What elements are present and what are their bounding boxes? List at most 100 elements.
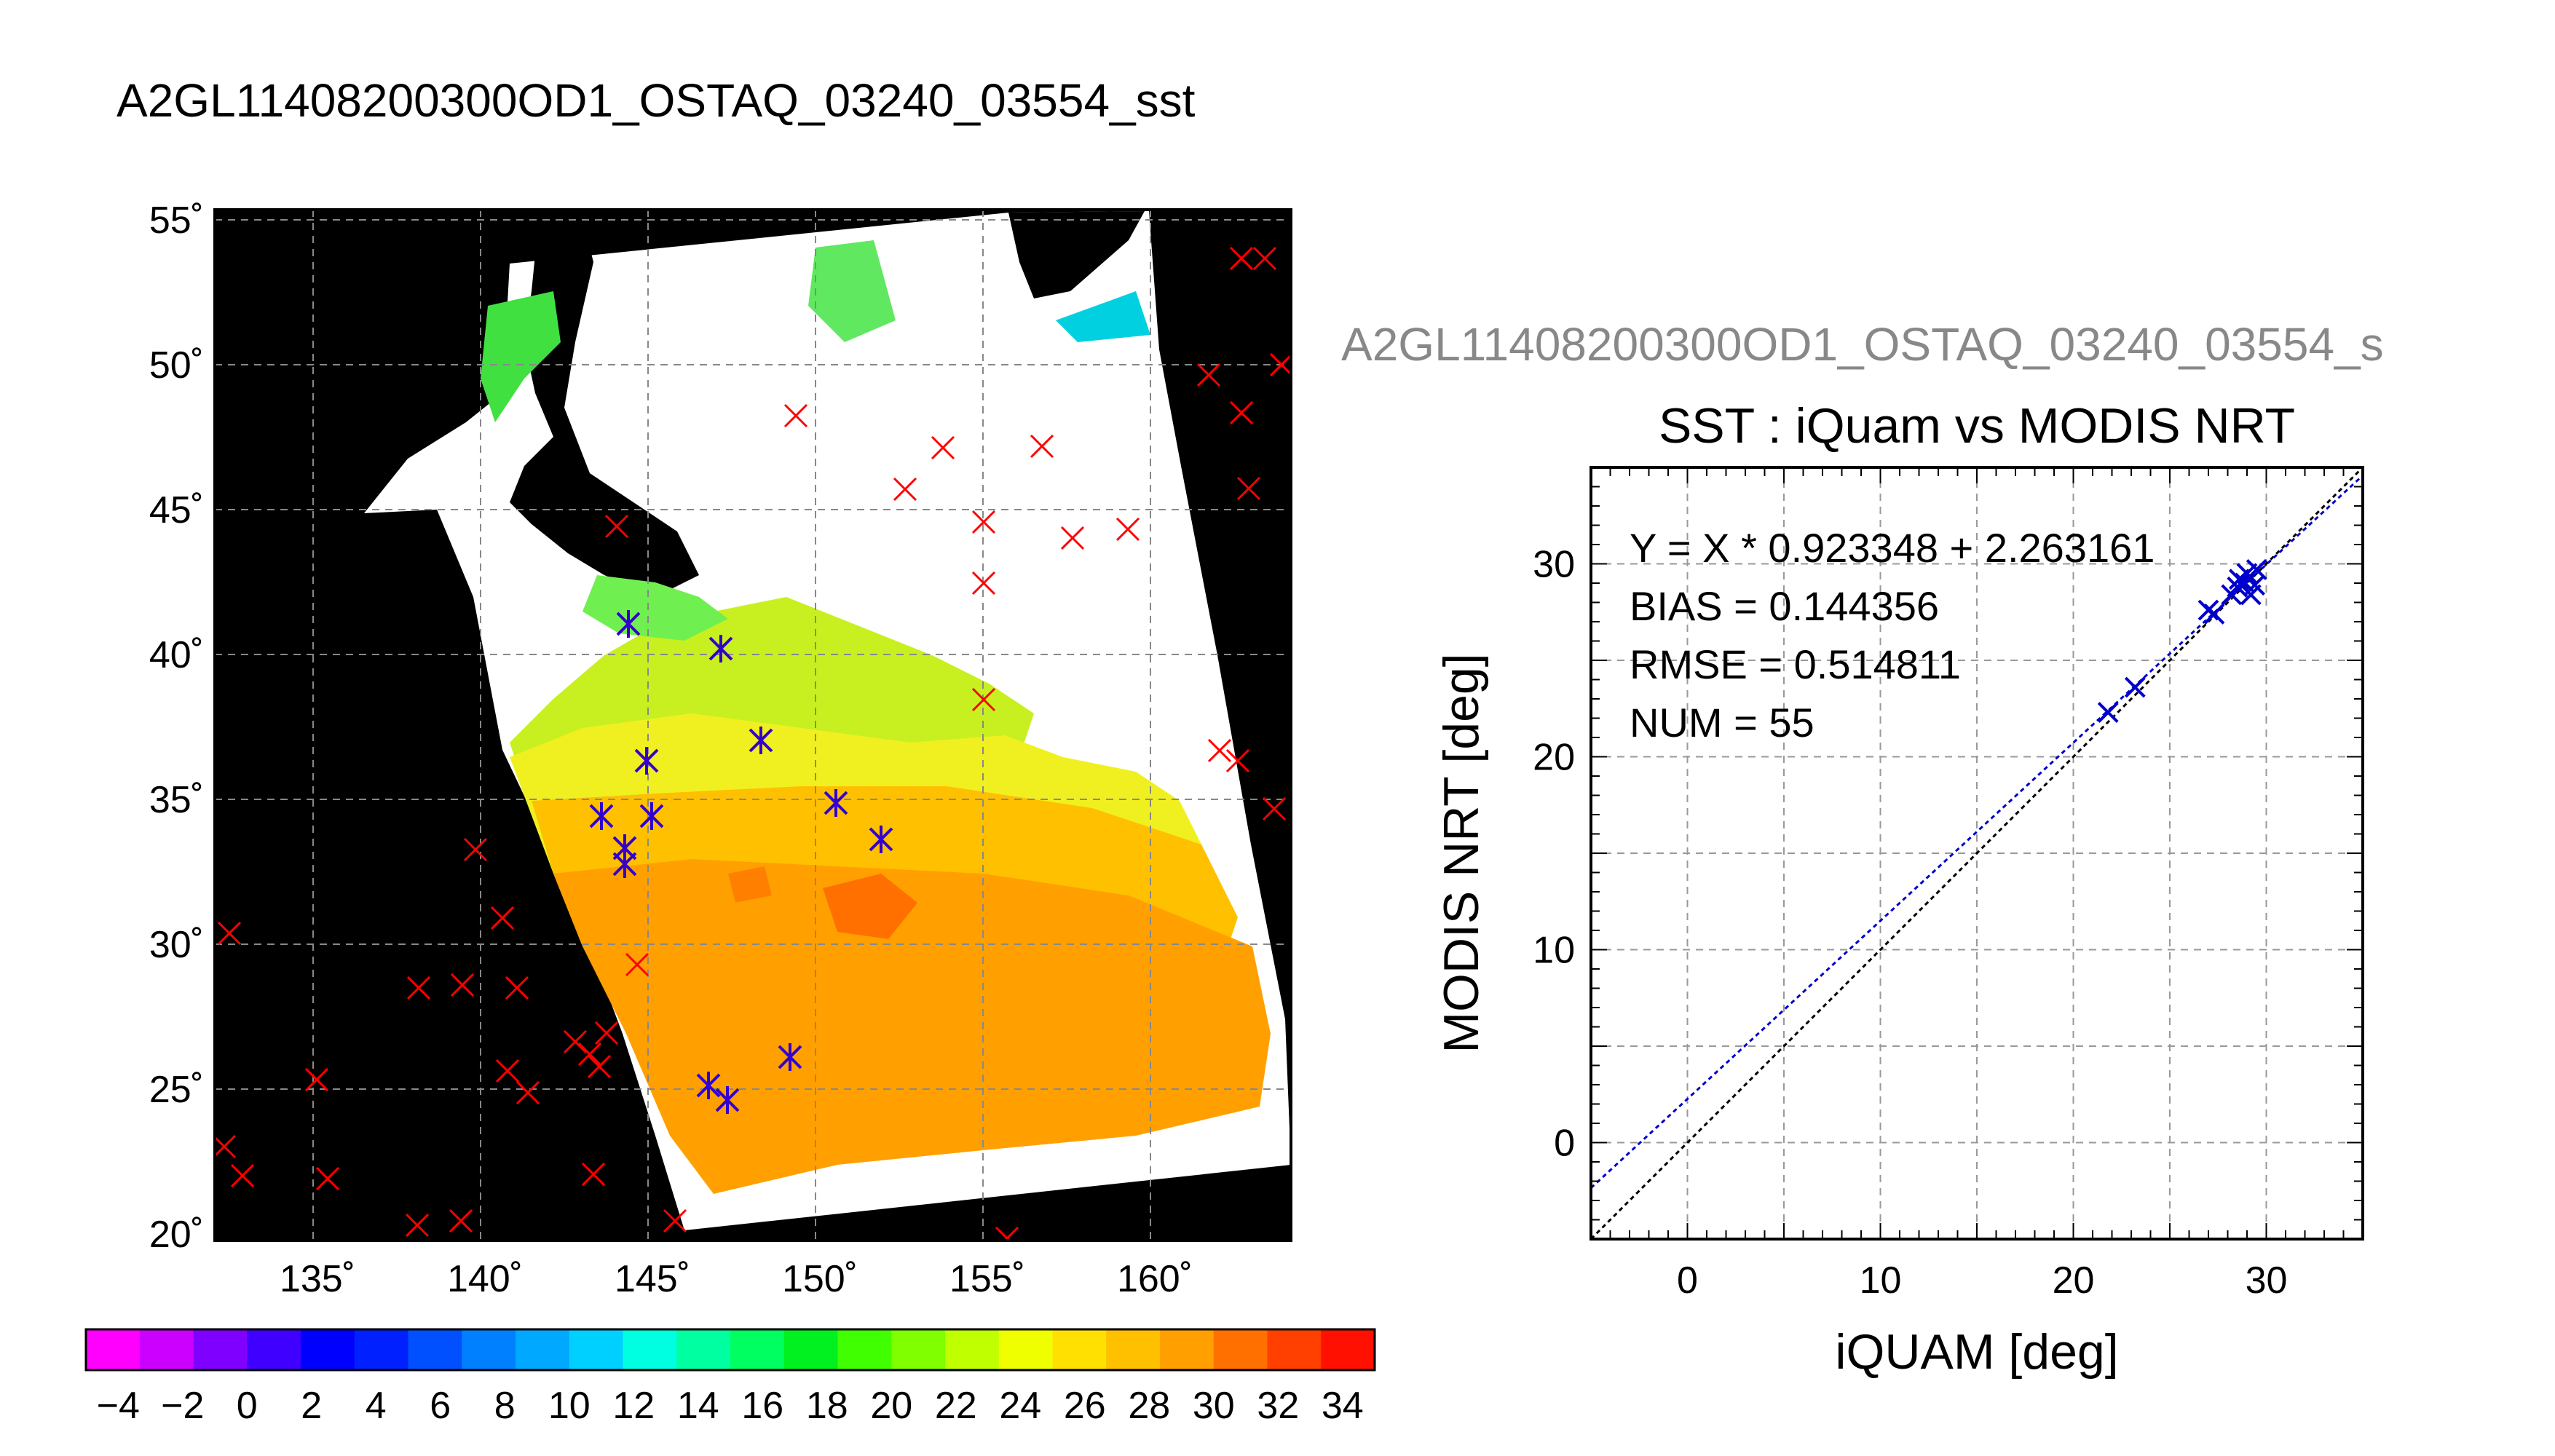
sst-red-orange (823, 874, 917, 939)
bias-value: BIAS = 0.144356 (1630, 583, 1939, 629)
lon-tick-label: 140˚ (447, 1258, 523, 1300)
rmse-value: RMSE = 0.514811 (1630, 641, 1961, 687)
fit-line (1591, 475, 2363, 1189)
colorbar-tick-label: 0 (237, 1385, 258, 1427)
sst-orange (553, 859, 1271, 1194)
scatter-points (2097, 559, 2267, 723)
colorbar-segment (676, 1329, 731, 1370)
colorbar-segment (783, 1329, 838, 1370)
lat-tick-label: 30˚ (149, 924, 204, 966)
colorbar-tick-label: 14 (677, 1385, 719, 1427)
colorbar-segment (139, 1329, 194, 1370)
lat-tick-label: 20˚ (149, 1214, 204, 1256)
sst-green-patch-2 (808, 240, 896, 342)
colorbar-segment (1213, 1329, 1268, 1370)
colorbar-frame (84, 1328, 1376, 1372)
colorbar-tick-label: 6 (430, 1385, 451, 1427)
lon-tick-label: 135˚ (280, 1258, 355, 1300)
y-tick-label: 10 (1533, 930, 1575, 972)
colorbar-segment (193, 1329, 248, 1370)
colorbar-segment (1106, 1329, 1161, 1370)
y-tick-label: 20 (1533, 737, 1575, 779)
colorbar-tick-label: 10 (548, 1385, 591, 1427)
colorbar-segment (623, 1329, 677, 1370)
colorbar-segment (730, 1329, 785, 1370)
colorbar-tick-label: 30 (1193, 1385, 1235, 1427)
buoy-markers-unmatched (215, 246, 1291, 1241)
sst-green-coast (583, 575, 728, 641)
map-lon-labels: 135˚ 140˚ 145˚ 150˚ 155˚ 160˚ (280, 1258, 1193, 1300)
x-tick-label: 20 (2053, 1259, 2095, 1302)
sst-map (215, 210, 1291, 1241)
y-tick-label: 0 (1554, 1123, 1575, 1165)
lat-tick-label: 35˚ (149, 779, 204, 821)
scatter-x-axis-label: iQUAM [deg] (1835, 1324, 2118, 1380)
colorbar (84, 1328, 1376, 1372)
colorbar-segment (1052, 1329, 1107, 1370)
colorbar-tick-label: 32 (1257, 1385, 1299, 1427)
colorbar-segment (891, 1329, 946, 1370)
lat-tick-label: 45˚ (149, 489, 204, 531)
sst-red-orange-2 (728, 866, 772, 903)
x-tick-label: 10 (1860, 1259, 1902, 1302)
colorbar-labels: −4 −2 0 2 4 6 8 10 12 14 16 18 20 22 24 26 28 30 32 34 (97, 1385, 1364, 1427)
num-value: NUM = 55 (1630, 700, 1814, 745)
x-tick-label: 0 (1677, 1259, 1698, 1302)
lon-tick-label: 150˚ (782, 1258, 858, 1300)
colorbar-tick-label: 18 (806, 1385, 848, 1427)
y-tick-label: 30 (1533, 544, 1575, 586)
lat-tick-label: 25˚ (149, 1069, 204, 1111)
scatter-minor-ticks (1590, 467, 2364, 1240)
scatter-point (2097, 702, 2119, 723)
lon-tick-label: 145˚ (615, 1258, 690, 1300)
colorbar-segment (301, 1329, 355, 1370)
colorbar-tick-label: 20 (870, 1385, 912, 1427)
map-gridlines (215, 210, 1291, 1241)
lon-tick-label: 155˚ (949, 1258, 1025, 1300)
fit-equation: Y = X * 0.923348 + 2.263161 (1630, 525, 2155, 571)
lon-tick-label: 160˚ (1117, 1258, 1193, 1300)
colorbar-tick-label: 28 (1128, 1385, 1170, 1427)
colorbar-tick-label: 12 (612, 1385, 655, 1427)
scatter-title: SST : iQuam vs MODIS NRT (1659, 398, 2295, 454)
kamchatka-land (1008, 211, 1145, 298)
colorbar-segment (569, 1329, 623, 1370)
map-frame (213, 208, 1292, 1242)
scatter-y-tick-labels: 0 10 20 30 (1533, 544, 1575, 1165)
colorbar-segment (945, 1329, 1000, 1370)
colorbar-segment (998, 1329, 1053, 1370)
colorbar-tick-label: 4 (366, 1385, 387, 1427)
scatter-y-axis-label: MODIS NRT [deg] (1434, 653, 1489, 1053)
colorbar-tick-label: 24 (999, 1385, 1041, 1427)
main-title: A2GL11408200300OD1_OSTAQ_03240_03554_sst (117, 74, 1196, 127)
scatter-point (2244, 574, 2266, 596)
colorbar-segment (1160, 1329, 1215, 1370)
sst-cyan-patch (1056, 291, 1150, 342)
scatter-point (2203, 603, 2225, 625)
scatter-stats: Y = X * 0.923348 + 2.263161 BIAS = 0.144… (1630, 525, 2155, 745)
colorbar-segment (1267, 1329, 1322, 1370)
colorbar-tick-label: 8 (494, 1385, 516, 1427)
buoy-markers-matched (589, 610, 893, 1114)
colorbar-segment (86, 1329, 141, 1370)
colorbar-segment (354, 1329, 408, 1370)
scatter-point (2236, 563, 2258, 585)
scatter-subtitle: A2GL11408200300OD1_OSTAQ_03240_03554_s (1341, 318, 2384, 371)
scatter-reference-lines (1591, 467, 2363, 1239)
colorbar-tick-label: −4 (97, 1385, 140, 1427)
sst-green-patch (481, 291, 561, 422)
colorbar-segment (1321, 1329, 1375, 1370)
scatter-point (2221, 584, 2243, 606)
hokkaido-land (510, 218, 699, 597)
scatter-x-tick-labels: 0 10 20 30 (1677, 1259, 2287, 1302)
colorbar-tick-label: 26 (1064, 1385, 1106, 1427)
colorbar-tick-label: 16 (741, 1385, 783, 1427)
x-tick-label: 30 (2246, 1259, 2288, 1302)
colorbar-segment (837, 1329, 892, 1370)
map-lat-labels: 55˚ 50˚ 45˚ 40˚ 35˚ 30˚ 25˚ 20˚ (149, 199, 204, 1256)
identity-line (1591, 467, 2363, 1239)
lat-tick-label: 50˚ (149, 344, 204, 387)
colorbar-segment (462, 1329, 516, 1370)
colorbar-segment (516, 1329, 570, 1370)
